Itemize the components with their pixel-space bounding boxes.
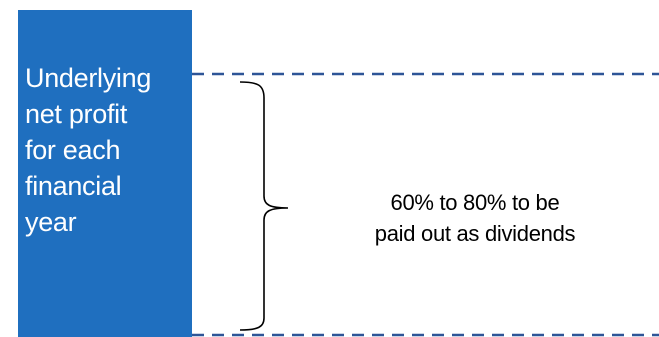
curly-brace	[239, 81, 289, 331]
net-profit-box	[18, 10, 192, 337]
payout-ratio-label: 60% to 80% to be paid out as dividends	[374, 190, 576, 246]
net-profit-label: Underlying net profit for each financial…	[25, 63, 152, 237]
